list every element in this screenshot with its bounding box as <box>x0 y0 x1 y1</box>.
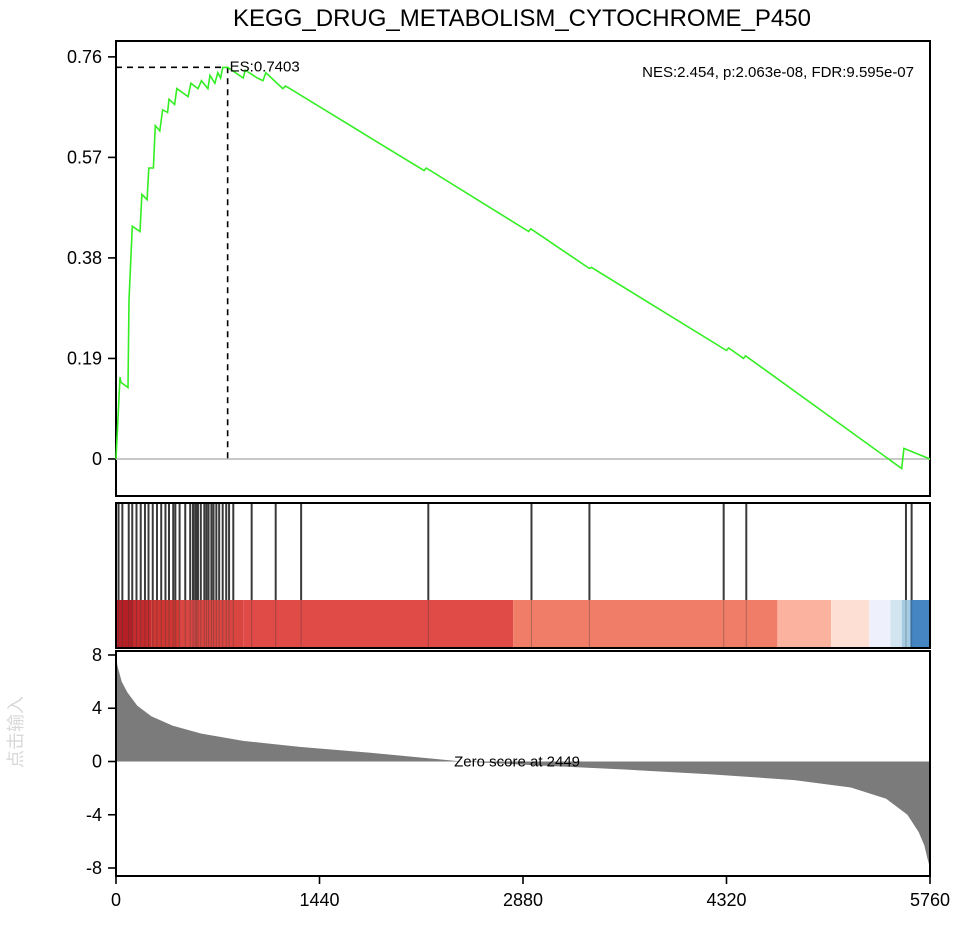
heat-segment <box>901 600 911 648</box>
gene-hit-panel <box>115 502 931 649</box>
x-tick-label: 5760 <box>910 890 950 910</box>
heat-segment <box>132 600 152 648</box>
heat-segment <box>831 600 870 648</box>
heat-segment <box>179 600 244 648</box>
gene-hit-lines <box>117 503 913 648</box>
es-y-tick-label: 0.38 <box>67 248 102 268</box>
es-panel-frame <box>115 40 931 497</box>
ranked-list-panel: -8 -4 0 4 8 Zero score at 2449 0 1440 2880 4320… <box>6 645 950 910</box>
heat-segment <box>151 600 180 648</box>
es-y-tick-label: 0.57 <box>67 147 102 167</box>
es-y-tick-label: 0.76 <box>67 47 102 67</box>
heat-segment <box>910 600 930 648</box>
heat-segment <box>243 600 514 648</box>
ranking-heat-strip <box>116 600 930 648</box>
es-y-axis: 0 0.19 0.38 0.57 0.76 <box>67 47 116 469</box>
x-axis: 0 1440 2880 4320 5760 <box>111 876 950 910</box>
zero-score-label: Zero score at 2449 <box>454 754 580 771</box>
rank-y-axis: -8 -4 0 4 8 <box>86 645 116 878</box>
x-tick-label: 1440 <box>299 890 339 910</box>
hit-panel-frame <box>115 502 931 649</box>
es-running-sum-line <box>115 66 931 470</box>
stats-annotation: NES:2.454, p:2.063e-08, FDR:9.595e-07 <box>642 64 914 81</box>
heat-segment <box>513 600 778 648</box>
x-tick-label: 2880 <box>503 890 543 910</box>
rank-y-tick-label: 4 <box>92 698 102 718</box>
chart-title: KEGG_DRUG_METABOLISM_CYTOCHROME_P450 <box>233 5 811 32</box>
rank-y-tick-label: 8 <box>92 645 102 665</box>
es-y-tick-label: 0.19 <box>67 348 102 368</box>
rank-y-tick-label: 0 <box>92 752 102 772</box>
x-tick-label: 0 <box>111 890 121 910</box>
heat-segment <box>116 600 133 648</box>
x-tick-label: 4320 <box>706 890 746 910</box>
rank-y-tick-label: -8 <box>86 858 102 878</box>
heat-segment <box>777 600 832 648</box>
heat-segment <box>869 600 891 648</box>
ranked-metric-area <box>116 652 930 868</box>
rank-y-axis-label: 点击输入 <box>6 696 27 768</box>
heat-segment <box>890 600 902 648</box>
rank-y-tick-label: -4 <box>86 805 102 825</box>
enrichment-score-panel: 0 0.19 0.38 0.57 0.76 ES:0.7403 NES:2.454, p… <box>67 40 931 497</box>
es-peak-label: ES:0.7403 <box>230 58 300 75</box>
es-y-tick-label: 0 <box>92 449 102 469</box>
